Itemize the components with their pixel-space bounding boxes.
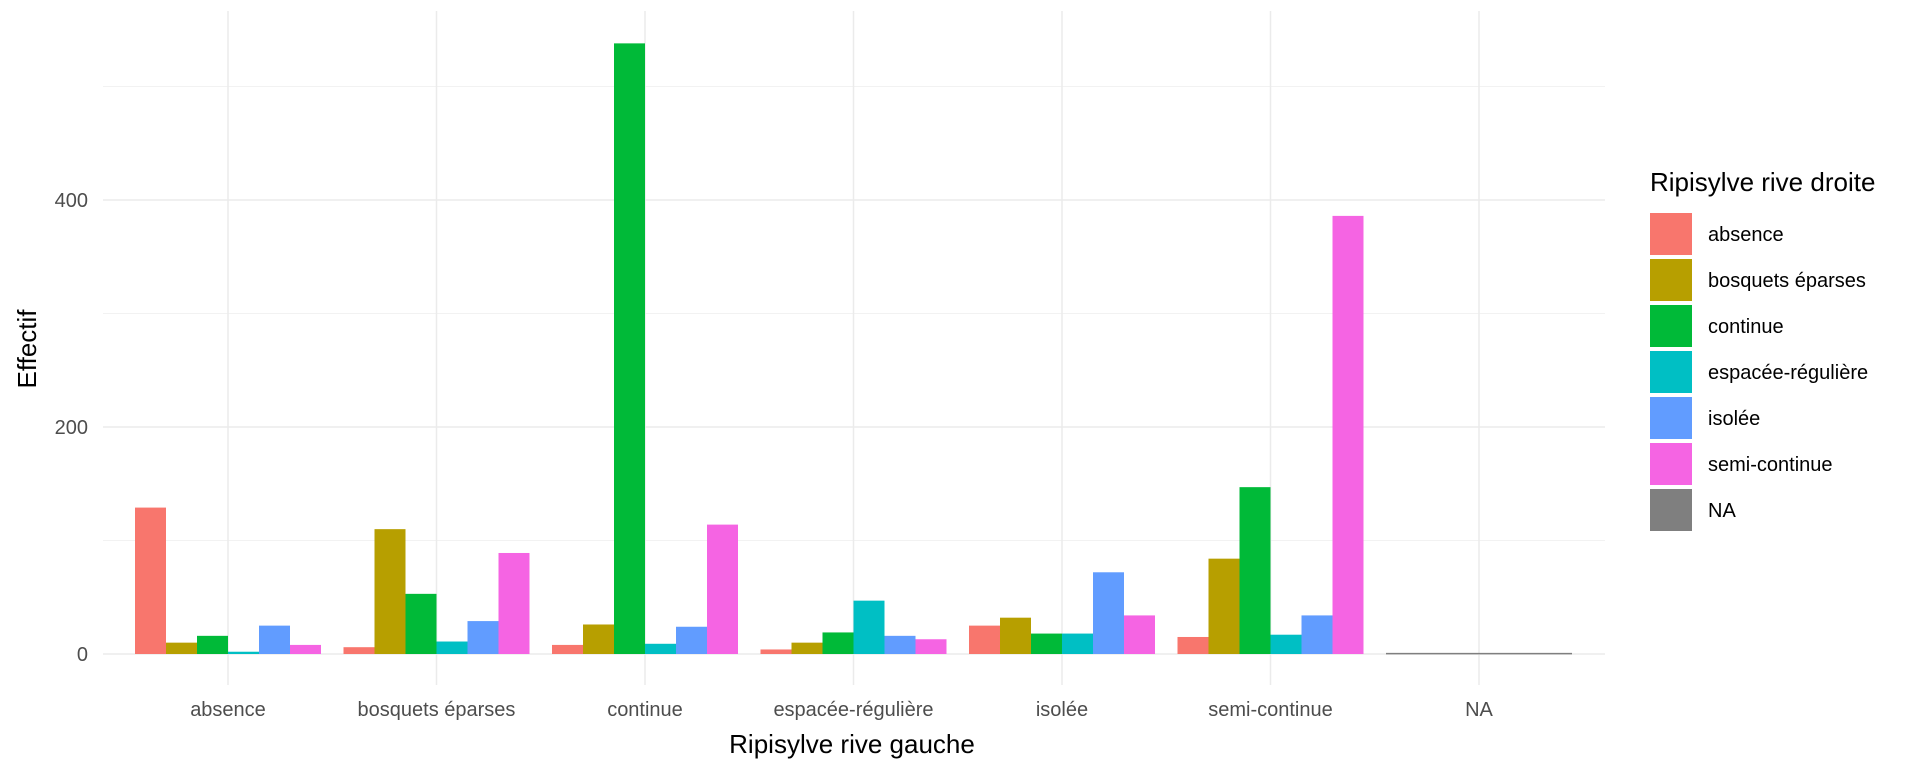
bar [791, 642, 823, 654]
bar [467, 621, 499, 654]
x-tick-label: isolée [1036, 699, 1088, 721]
legend-swatch [1650, 213, 1692, 255]
bar [1093, 572, 1124, 654]
legend-swatch [1650, 397, 1692, 439]
legend-label: NA [1708, 500, 1736, 522]
bar [853, 600, 885, 654]
legend-label: semi-continue [1708, 454, 1833, 476]
legend-item: espacée-régulière [1650, 351, 1868, 393]
bar [645, 643, 676, 654]
legend-item: absence [1650, 213, 1784, 255]
x-tick-label: NA [1465, 699, 1493, 721]
x-axis-title: Ripisylve rive gauche [729, 729, 975, 759]
legend-item: semi-continue [1650, 443, 1833, 485]
legend-item: isolée [1650, 397, 1760, 439]
bar [1062, 633, 1093, 654]
legend-swatch [1650, 351, 1692, 393]
x-tick-label: continue [607, 699, 683, 721]
tick-labels: 0 200 400 absence bosquets éparses continue es… [55, 190, 1494, 721]
bar [290, 644, 321, 654]
bar [135, 507, 166, 654]
legend-swatch [1650, 443, 1692, 485]
x-tick-label: espacée-régulière [773, 699, 933, 721]
bar [583, 624, 614, 654]
bar [343, 647, 375, 654]
bar [552, 644, 583, 654]
legend: Ripisylve rive droite absence bosquets ép… [1650, 167, 1875, 531]
bar [822, 632, 854, 654]
y-axis-title: Effectif [12, 309, 42, 389]
legend-label: bosquets éparses [1708, 270, 1866, 292]
x-tick-label: absence [190, 699, 266, 721]
bar [166, 642, 197, 654]
legend-label: continue [1708, 316, 1784, 338]
bar [1239, 487, 1271, 654]
y-tick-label: 400 [55, 190, 88, 212]
bar [405, 593, 437, 654]
bar [498, 552, 530, 654]
y-tick-label: 200 [55, 417, 88, 439]
legend-swatch [1650, 259, 1692, 301]
bar [1177, 636, 1209, 654]
legend-item: continue [1650, 305, 1784, 347]
y-tick-label: 0 [77, 644, 88, 666]
bar [436, 641, 468, 654]
bar [374, 529, 406, 654]
legend-items: absence bosquets éparses continue espacée-r… [1650, 213, 1868, 531]
legend-item: NA [1650, 489, 1736, 531]
bar [1386, 652, 1572, 655]
bar [1031, 633, 1062, 654]
legend-label: espacée-régulière [1708, 362, 1868, 384]
bar [1301, 615, 1333, 654]
legend-title: Ripisylve rive droite [1650, 167, 1875, 197]
bars [135, 43, 1572, 655]
bar [1124, 615, 1155, 654]
bar [1270, 634, 1302, 654]
bar [259, 625, 290, 654]
grid [103, 11, 1605, 685]
bar [1000, 617, 1031, 654]
bar [1332, 215, 1364, 654]
bar [915, 639, 947, 654]
bar [760, 649, 792, 654]
legend-swatch [1650, 305, 1692, 347]
legend-label: absence [1708, 224, 1784, 246]
bar [1208, 558, 1240, 654]
bar [969, 625, 1000, 654]
bar [197, 635, 228, 654]
bar [707, 524, 738, 654]
legend-swatch [1650, 489, 1692, 531]
bar [614, 43, 645, 655]
bar [884, 635, 916, 654]
legend-label: isolée [1708, 408, 1760, 430]
bar [676, 626, 707, 654]
bar [228, 651, 259, 654]
x-tick-label: semi-continue [1208, 699, 1333, 721]
legend-item: bosquets éparses [1650, 259, 1866, 301]
x-tick-label: bosquets éparses [358, 699, 516, 721]
